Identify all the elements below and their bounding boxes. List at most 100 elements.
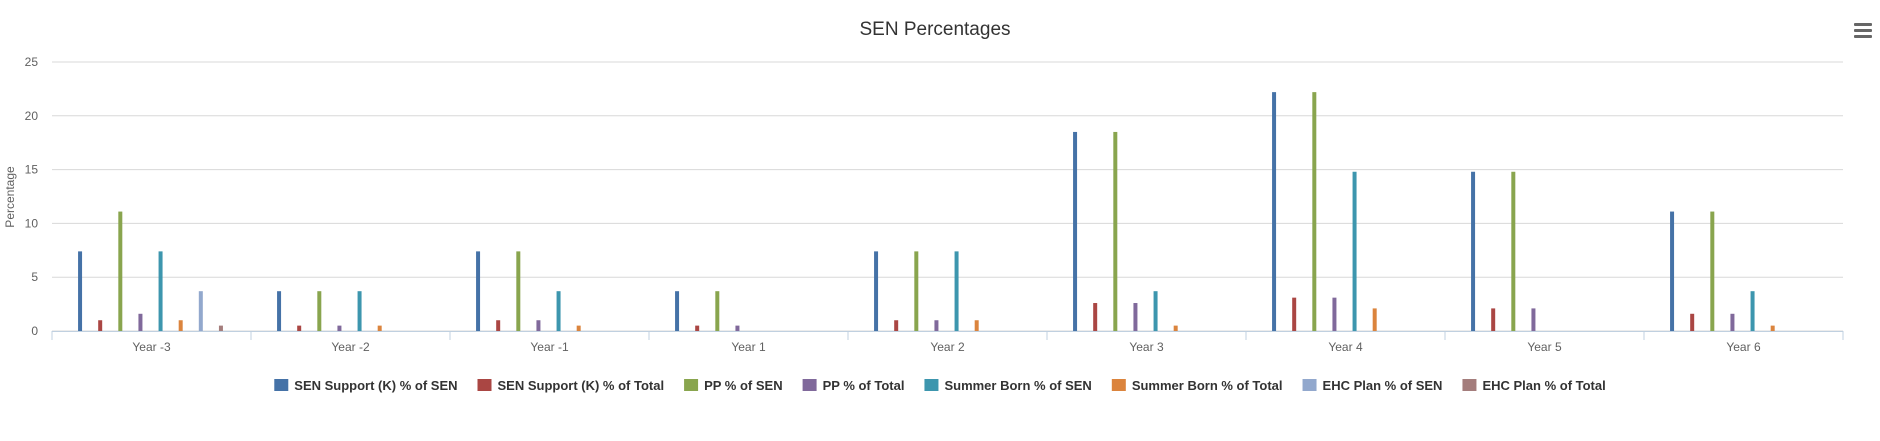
bar[interactable]: [118, 211, 123, 331]
bar[interactable]: [695, 325, 700, 331]
legend-swatch: [684, 379, 699, 391]
bar[interactable]: [1670, 211, 1675, 331]
bar[interactable]: [1272, 92, 1277, 332]
legend-item[interactable]: EHC Plan % of SEN: [1302, 378, 1443, 393]
bar[interactable]: [954, 251, 959, 331]
bar[interactable]: [138, 313, 143, 331]
legend-swatch: [1302, 379, 1317, 391]
bar[interactable]: [98, 320, 103, 331]
legend-item[interactable]: Summer Born % of SEN: [924, 378, 1092, 393]
legend-label: SEN Support (K) % of Total: [498, 378, 665, 393]
legend-label: SEN Support (K) % of SEN: [294, 378, 457, 393]
legend-swatch: [924, 379, 939, 391]
bar[interactable]: [1491, 308, 1496, 331]
bar[interactable]: [735, 325, 740, 331]
bar[interactable]: [675, 291, 680, 331]
bar[interactable]: [1093, 303, 1098, 331]
x-tick-label: Year 2: [930, 340, 965, 354]
x-tick-label: Year -3: [132, 340, 171, 354]
x-tick-label: Year 1: [731, 340, 766, 354]
legend-label: PP % of SEN: [704, 378, 783, 393]
legend-swatch: [274, 379, 289, 391]
bar[interactable]: [1770, 325, 1775, 331]
bar[interactable]: [337, 325, 342, 331]
bar[interactable]: [1073, 131, 1078, 331]
bar[interactable]: [914, 251, 919, 331]
bar[interactable]: [1113, 131, 1118, 331]
bar[interactable]: [874, 251, 879, 331]
y-tick-label: 0: [31, 324, 38, 338]
bar[interactable]: [516, 251, 521, 331]
chart-title: SEN Percentages: [859, 19, 1010, 40]
legend-label: EHC Plan % of SEN: [1323, 378, 1443, 393]
bar[interactable]: [78, 251, 83, 331]
bar[interactable]: [1332, 297, 1337, 331]
y-axis-label: Percentage: [3, 166, 17, 228]
x-tick-label: Year 3: [1129, 340, 1164, 354]
bar[interactable]: [317, 291, 322, 331]
bar[interactable]: [1292, 297, 1297, 331]
legend-item[interactable]: PP % of SEN: [684, 378, 783, 393]
bar[interactable]: [1372, 308, 1377, 331]
x-axis: Year -3 Year -2 Year -1 Year 1 Year 2 Year 3 Y…: [51, 331, 1844, 354]
bar[interactable]: [1173, 325, 1178, 331]
legend-item[interactable]: EHC Plan % of Total: [1462, 378, 1606, 393]
legend-item[interactable]: Summer Born % of Total: [1111, 378, 1283, 393]
bar[interactable]: [1471, 171, 1476, 331]
legend-label: PP % of Total: [823, 378, 905, 393]
bar[interactable]: [476, 251, 481, 331]
bar[interactable]: [178, 320, 183, 331]
bar[interactable]: [297, 325, 302, 331]
y-tick-label: 20: [25, 109, 39, 123]
y-tick-label: 10: [25, 216, 39, 230]
bar[interactable]: [158, 251, 163, 331]
x-tick-label: Year -1: [530, 340, 569, 354]
legend-label: EHC Plan % of Total: [1482, 378, 1605, 393]
x-tick-label: Year 6: [1726, 340, 1761, 354]
bar[interactable]: [277, 291, 282, 331]
hamburger-menu-icon[interactable]: [1850, 18, 1878, 42]
bar[interactable]: [1730, 313, 1735, 331]
bar[interactable]: [198, 291, 203, 331]
y-tick-label: 15: [25, 163, 39, 177]
bar[interactable]: [1511, 171, 1516, 331]
bar[interactable]: [1531, 308, 1536, 331]
bar[interactable]: [1750, 291, 1755, 331]
bar[interactable]: [357, 291, 362, 331]
x-tick-label: Year -2: [331, 340, 370, 354]
bar[interactable]: [1133, 303, 1138, 331]
bar[interactable]: [1690, 313, 1695, 331]
bar[interactable]: [496, 320, 501, 331]
legend-swatch: [1462, 379, 1477, 391]
legend-label: Summer Born % of SEN: [944, 378, 1091, 393]
bar[interactable]: [974, 320, 979, 331]
bar[interactable]: [934, 320, 939, 331]
bar[interactable]: [894, 320, 899, 331]
bars-layer: [78, 92, 1775, 332]
bar[interactable]: [1312, 92, 1317, 332]
bar[interactable]: [1352, 171, 1357, 331]
y-tick-label: 25: [25, 55, 39, 69]
legend-item[interactable]: SEN Support (K) % of Total: [477, 378, 665, 393]
legend: SEN Support (K) % of SEN SEN Support (K) …: [274, 378, 1606, 393]
bar[interactable]: [715, 291, 720, 331]
legend-item[interactable]: SEN Support (K) % of SEN: [274, 378, 458, 393]
grid-layer: 0 5 10 15 20 25: [25, 55, 1843, 338]
bar[interactable]: [556, 291, 561, 331]
bar[interactable]: [218, 325, 223, 331]
legend-swatch: [477, 379, 492, 391]
legend-swatch: [802, 379, 817, 391]
x-tick-label: Year 5: [1527, 340, 1562, 354]
bar[interactable]: [536, 320, 541, 331]
x-tick-label: Year 4: [1328, 340, 1363, 354]
bar[interactable]: [1153, 291, 1158, 331]
legend-item[interactable]: PP % of Total: [802, 378, 905, 393]
bar[interactable]: [377, 325, 382, 331]
y-tick-label: 5: [31, 270, 38, 284]
bar[interactable]: [576, 325, 581, 331]
legend-label: Summer Born % of Total: [1132, 378, 1283, 393]
legend-swatch: [1111, 379, 1126, 391]
bar[interactable]: [1710, 211, 1715, 331]
